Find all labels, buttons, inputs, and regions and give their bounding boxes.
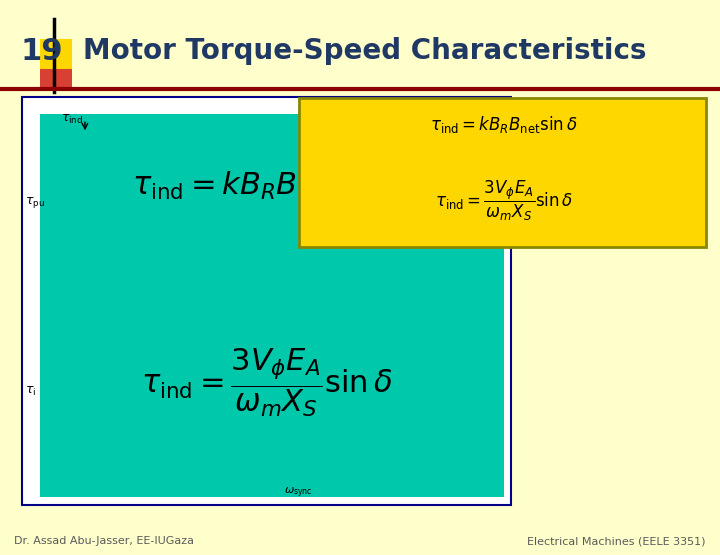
Text: $\tau_{\mathrm{i}}$: $\tau_{\mathrm{i}}$ — [25, 385, 37, 398]
Text: $\omega_{\mathrm{sync}}$: $\omega_{\mathrm{sync}}$ — [284, 486, 313, 500]
FancyBboxPatch shape — [40, 67, 72, 89]
Text: Motor Torque-Speed Characteristics: Motor Torque-Speed Characteristics — [83, 37, 647, 65]
Text: 19: 19 — [20, 37, 63, 65]
FancyBboxPatch shape — [40, 39, 72, 69]
Text: $\tau_{\mathrm{ind}} = \dfrac{3V_\phi E_A}{\omega_m X_S} \sin\delta$: $\tau_{\mathrm{ind}} = \dfrac{3V_\phi E_… — [435, 179, 573, 223]
Text: $\tau_{\mathrm{pu}}$: $\tau_{\mathrm{pu}}$ — [25, 195, 45, 210]
Text: Dr. Assad Abu-Jasser, EE-IUGaza: Dr. Assad Abu-Jasser, EE-IUGaza — [14, 536, 194, 546]
FancyBboxPatch shape — [22, 97, 511, 505]
FancyBboxPatch shape — [299, 98, 706, 247]
Text: $\tau_{\mathrm{ind}} = kB_R B_{\mathrm{net}} \sin\delta$: $\tau_{\mathrm{ind}} = kB_R B_{\mathrm{n… — [132, 170, 401, 202]
Text: $\tau_{\mathrm{ind}} = kB_R B_{\mathrm{net}} \sin\delta$: $\tau_{\mathrm{ind}} = kB_R B_{\mathrm{n… — [431, 114, 577, 135]
FancyBboxPatch shape — [40, 114, 504, 497]
Text: $\tau_{\mathrm{ind}}$: $\tau_{\mathrm{ind}}$ — [61, 113, 84, 126]
Text: Electrical Machines (EELE 3351): Electrical Machines (EELE 3351) — [527, 536, 706, 546]
Text: $\tau_{\mathrm{ind}} = \dfrac{3V_\phi E_A}{\omega_m X_S} \sin\delta$: $\tau_{\mathrm{ind}} = \dfrac{3V_\phi E_… — [140, 347, 392, 419]
